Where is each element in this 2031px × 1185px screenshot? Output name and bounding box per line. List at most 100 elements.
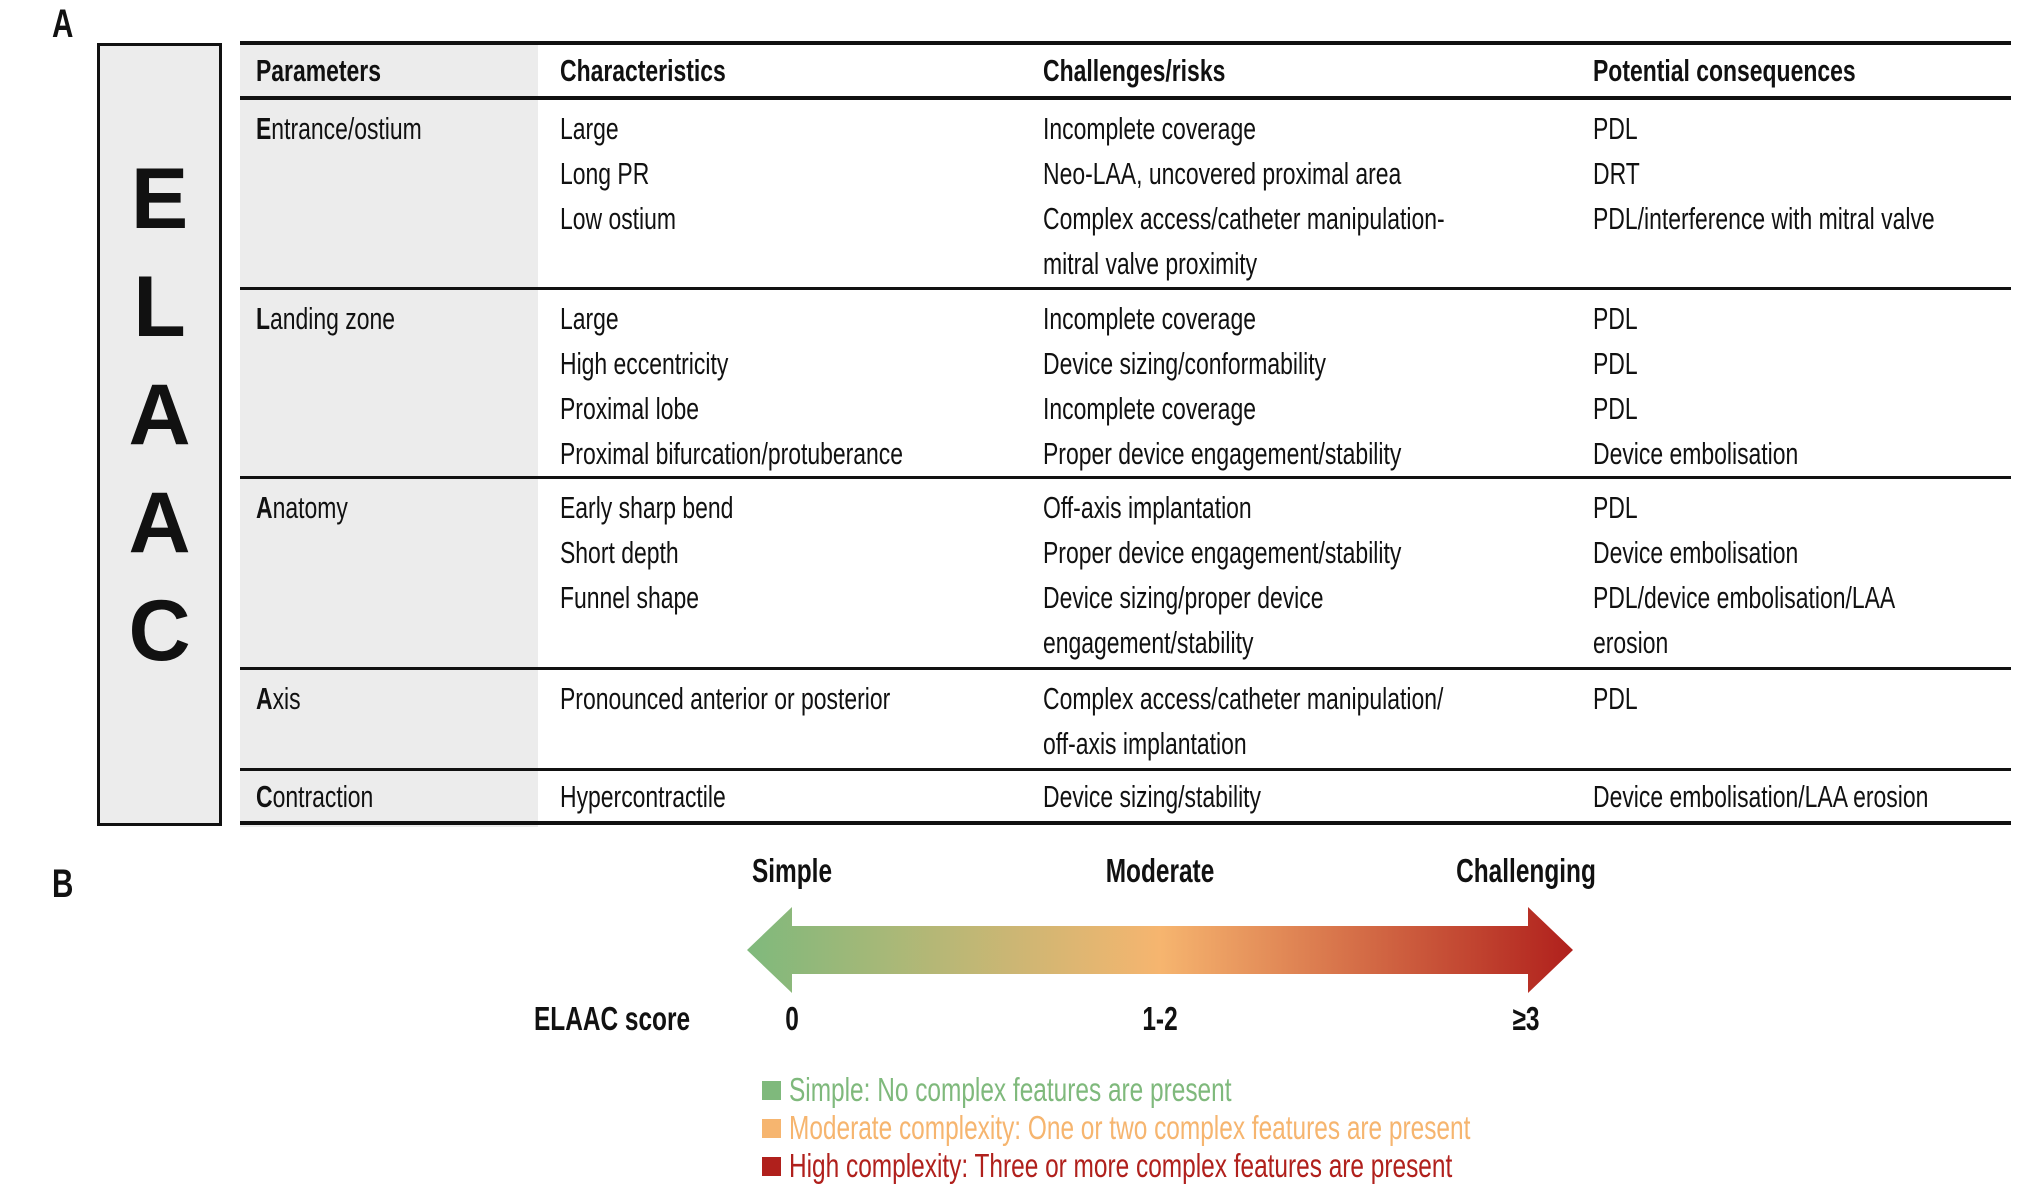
- acronym-letter: E: [130, 150, 189, 247]
- challenges-line: off-axis implantation: [1043, 726, 1247, 761]
- characteristics-line: Short depth: [560, 535, 679, 570]
- challenges-line: Neo-LAA, uncovered proximal area: [1043, 156, 1402, 191]
- table-header: Parameters Characteristics Challenges/ri…: [240, 41, 2011, 100]
- challenges-line: Off-axis implantation: [1043, 490, 1252, 525]
- challenges-line: engagement/stability: [1043, 625, 1254, 660]
- parameters-column-shading: [240, 45, 538, 827]
- table-row: Landing zone Large High eccentricity Proxim…: [240, 290, 2011, 479]
- consequences-line: PDL: [1593, 111, 1638, 146]
- challenges-line: Proper device engagement/stability: [1043, 535, 1402, 570]
- header-parameters: Parameters: [256, 53, 381, 88]
- consequences-cell: Device embolisation/LAA erosion: [1593, 774, 2011, 819]
- table-row: Anatomy Early sharp bend Short depth Funnel…: [240, 479, 2011, 670]
- characteristics-line: Proximal bifurcation/protuberance: [560, 436, 904, 471]
- header-consequences: Potential consequences: [1593, 53, 1856, 88]
- challenges-line: Complex access/catheter manipulation/: [1043, 681, 1444, 716]
- consequences-line: DRT: [1593, 156, 1640, 191]
- characteristics-line: High eccentricity: [560, 346, 729, 381]
- characteristics-cell: Hypercontractile: [560, 774, 1043, 819]
- characteristics-line: Funnel shape: [560, 580, 700, 615]
- elaac-score-label: ELAAC score: [534, 1000, 691, 1037]
- consequences-cell: PDL DRT PDL/interference with mitral valve: [1593, 106, 2011, 287]
- acronym-letter: A: [128, 474, 191, 571]
- elaac-acronym-box: E L A A C: [97, 43, 222, 826]
- consequences-cell: PDL PDL PDL Device embolisation: [1593, 296, 2011, 476]
- legend-high: High complexity: Three or more complex f…: [762, 1147, 1685, 1185]
- characteristics-line: [560, 721, 1043, 766]
- acronym-letter: A: [128, 366, 191, 463]
- legend-swatch-orange: [762, 1118, 781, 1138]
- consequences-line: [1593, 721, 2011, 766]
- consequences-line: Device embolisation: [1593, 436, 1799, 471]
- header-challenges: Challenges/risks: [1043, 53, 1226, 88]
- parameter-rest: anding zone: [270, 301, 396, 336]
- consequences-line: PDL: [1593, 301, 1638, 336]
- characteristics-cell: Large Long PR Low ostium: [560, 106, 1043, 287]
- consequences-line: Device embolisation/LAA erosion: [1593, 778, 1929, 814]
- parameter-initial: A: [256, 681, 273, 716]
- gradient-arrow-shape: [747, 907, 1573, 993]
- level-challenging: Challenging: [1456, 852, 1596, 889]
- characteristics-line: Pronounced anterior or posterior: [560, 681, 891, 716]
- legend-swatch-red: [762, 1156, 781, 1176]
- parameter-cell: Entrance/ostium: [240, 106, 560, 287]
- table-row: Entrance/ostium Large Long PR Low ostium Inc…: [240, 100, 2011, 290]
- characteristics-line: [560, 620, 1043, 665]
- parameter-initial: E: [256, 111, 272, 146]
- consequences-line: [1593, 241, 2011, 286]
- challenges-cell: Incomplete coverage Neo-LAA, uncovered pr…: [1043, 106, 1593, 287]
- challenges-line: Device sizing/stability: [1043, 778, 1262, 814]
- table-row: Contraction Hypercontractile Device sizing…: [240, 771, 2011, 825]
- challenges-line: Proper device engagement/stability: [1043, 436, 1402, 471]
- parameter-rest: ontraction: [272, 778, 374, 814]
- parameter-initial: L: [256, 301, 271, 336]
- characteristics-line: [560, 241, 1043, 286]
- characteristics-line: Low ostium: [560, 201, 677, 236]
- consequences-cell: PDL Device embolisation PDL/device embolis…: [1593, 485, 2011, 667]
- challenges-line: Incomplete coverage: [1043, 301, 1256, 336]
- characteristics-cell: Pronounced anterior or posterior: [560, 676, 1043, 768]
- panel-b-label: B: [52, 862, 74, 906]
- consequences-line: Device embolisation: [1593, 535, 1799, 570]
- score-3-plus: ≥3: [1512, 1000, 1540, 1037]
- parameter-cell: Anatomy: [240, 485, 560, 667]
- score-1-2: 1-2: [1142, 1000, 1178, 1037]
- characteristics-line: Early sharp bend: [560, 490, 734, 525]
- characteristics-line: Proximal lobe: [560, 391, 699, 426]
- parameter-rest: ntrance/ostium: [271, 111, 422, 146]
- acronym-letter: C: [128, 582, 191, 679]
- challenges-cell: Incomplete coverage Device sizing/conform…: [1043, 296, 1593, 476]
- legend-simple: Simple: No complex features are present: [762, 1071, 1387, 1109]
- challenges-line: Incomplete coverage: [1043, 391, 1256, 426]
- consequences-line: PDL: [1593, 490, 1638, 525]
- parameter-rest: xis: [272, 681, 301, 716]
- score-0: 0: [785, 1000, 799, 1037]
- consequences-line: erosion: [1593, 625, 1669, 660]
- consequences-line: PDL: [1593, 681, 1638, 716]
- acronym-letter: L: [133, 258, 186, 355]
- legend-swatch-green: [762, 1080, 781, 1100]
- challenges-line: Device sizing/proper device: [1043, 580, 1324, 615]
- parameter-rest: natomy: [272, 490, 348, 525]
- characteristics-line: Large: [560, 301, 619, 336]
- level-moderate: Moderate: [1105, 852, 1215, 889]
- challenges-line: Device sizing/conformability: [1043, 346, 1327, 381]
- characteristics-cell: Early sharp bend Short depth Funnel shape: [560, 485, 1043, 667]
- parameter-initial: A: [256, 490, 273, 525]
- characteristics-line: Large: [560, 111, 619, 146]
- consequences-line: PDL: [1593, 391, 1638, 426]
- characteristics-line: Long PR: [560, 156, 650, 191]
- challenges-line: Complex access/catheter manipulation-: [1043, 201, 1445, 236]
- challenges-line: mitral valve proximity: [1043, 246, 1258, 281]
- consequences-cell: PDL: [1593, 676, 2011, 768]
- panel-a-label: A: [52, 2, 74, 46]
- legend-moderate: Moderate complexity: One or two complex …: [762, 1109, 1710, 1147]
- challenges-cell: Off-axis implantation Proper device engag…: [1043, 485, 1593, 667]
- header-characteristics: Characteristics: [560, 53, 726, 88]
- level-simple: Simple: [751, 852, 833, 889]
- complexity-arrow: [747, 907, 1573, 993]
- challenges-cell: Complex access/catheter manipulation/off…: [1043, 676, 1593, 768]
- challenges-line: Incomplete coverage: [1043, 111, 1256, 146]
- parameter-initial: C: [256, 778, 273, 814]
- table-row: Axis Pronounced anterior or posterior Comp…: [240, 670, 2011, 771]
